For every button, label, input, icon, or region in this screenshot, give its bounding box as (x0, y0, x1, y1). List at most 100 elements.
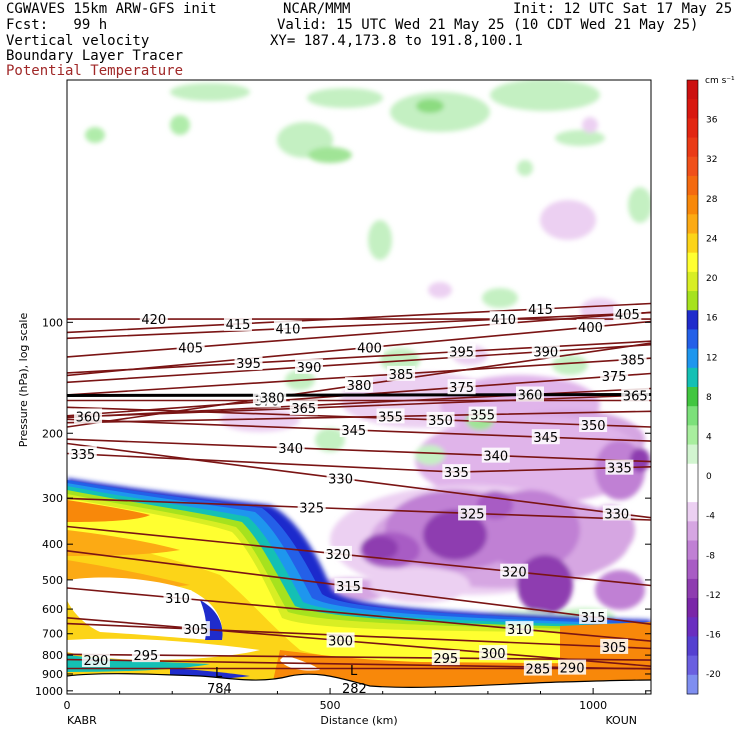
isentrope-label: 410 (491, 313, 516, 328)
colorbar-frame (686, 79, 699, 695)
isentrope-label: 380 (260, 392, 285, 407)
colorbar-swatch (687, 137, 698, 158)
isentrope-label: 375 (449, 381, 474, 396)
isentrope-label: 400 (578, 321, 603, 336)
isentrope-label-bg (223, 315, 252, 331)
colorbar-tick-label: 36 (706, 116, 718, 126)
isentrope-label-bg (326, 470, 355, 486)
isentrope-label: 350 (428, 414, 453, 429)
isentrope-label: 355 (470, 409, 495, 424)
isentrope-line (67, 525, 651, 587)
init-time: Init: 12 UTC Sat 17 May 25 (513, 1, 733, 17)
isentrope-label: 335 (70, 448, 95, 463)
isentrope-label: 405 (178, 341, 203, 356)
isentrope-label-bg (131, 647, 160, 663)
y-tick-label: 1000 (35, 685, 63, 698)
isentrope-label-bg (273, 320, 302, 336)
plot-area: 285 290 290 295 295 300 300 305 305 310 310 315 315 3… (67, 80, 651, 697)
isentrope-label-bg (576, 319, 605, 335)
isentrope-label: 365 (291, 402, 316, 417)
isentrope-label: 385 (620, 353, 645, 368)
isentrope-line (67, 418, 651, 442)
isentrope-label: 300 (481, 647, 506, 662)
isentrope-label-bg (334, 578, 363, 594)
isentrope-label: 340 (278, 442, 303, 457)
isentrope-label: 325 (299, 501, 324, 516)
colorbar-swatch (687, 502, 698, 522)
colorbar-swatch (687, 233, 698, 254)
plot-frame (66, 79, 652, 695)
x-tick-label: 1000 (579, 699, 607, 712)
isentrope-label: 415 (528, 303, 553, 318)
tropopause-line (67, 393, 651, 398)
y-tick-label: 100 (42, 316, 63, 329)
isentrope-label-bg (139, 311, 168, 327)
colorbar-swatch (687, 252, 698, 273)
isentrope-line (67, 320, 651, 377)
terrain-height-label: 282 (342, 682, 367, 697)
colorbar-swatch (687, 348, 698, 369)
x-axis-label: Distance (km) (320, 714, 397, 727)
colorbar-tick-label: -8 (706, 551, 715, 561)
isentrope-label-bg (479, 645, 508, 661)
isentrope-label: 395 (236, 357, 261, 372)
isentrope-label: 315 (336, 580, 361, 595)
isentrope-label-bg (523, 660, 552, 676)
y-tick-label: 800 (42, 649, 63, 662)
isentrope-label-bg (297, 499, 326, 515)
upper-velocity-patches (85, 80, 651, 390)
colorbar-swatch (687, 521, 698, 541)
isentrope-line (67, 550, 651, 625)
isentrope-line (67, 622, 651, 650)
isentrope-label: 365 (623, 390, 648, 405)
colorbar-swatch (687, 175, 698, 196)
x-tick-label: 500 (320, 699, 341, 712)
colorbar-tick-label: -16 (706, 631, 721, 641)
colorbar-swatch (687, 387, 698, 407)
y-tick-label: 600 (42, 603, 63, 616)
forecast-hour: Fcst: 99 h (6, 17, 108, 33)
isentrope-label: 295 (134, 649, 159, 664)
y-axis: 100 200 300 400 500 600 700 800 900 1000 (35, 316, 651, 698)
isentrope-label: 290 (84, 654, 109, 669)
x-tick-label: 0 (64, 699, 71, 712)
y-tick-label: 400 (42, 538, 63, 551)
isentrope-label-bg (234, 355, 263, 371)
isentrope-label: 315 (581, 611, 606, 626)
isentrope-line (67, 442, 651, 519)
colorbar-swatch (687, 540, 698, 561)
isentrope-label: 375 (602, 370, 627, 385)
isentrope-label-bg (605, 459, 634, 475)
colorbar-swatch (687, 156, 698, 177)
colorbar-tick-label: -4 (706, 512, 715, 522)
isentrope-label: 350 (581, 419, 606, 434)
colorbar-tick-label: 12 (706, 353, 717, 363)
colorbar: -20 -16 -12 -8 -4 0 4 8 12 16 20 24 28 32 36 (686, 79, 721, 695)
isentrope-label-bg (558, 659, 587, 675)
descent-region (220, 372, 650, 630)
isentrope-label: 330 (604, 507, 629, 522)
y-tick-label: 700 (42, 628, 63, 641)
isentrope-label-bg (526, 300, 555, 316)
y-tick-label: 900 (42, 668, 63, 681)
isentrope-line (67, 406, 651, 428)
isentrope-line (67, 497, 651, 521)
y-axis-label: Pressure (hPa), log scale (17, 313, 30, 448)
colorbar-swatch (687, 367, 698, 388)
field-potential-temperature: Potential Temperature (6, 63, 184, 79)
isentrope-label-bg (489, 311, 518, 327)
isentrope-label-bg (531, 429, 560, 445)
isentrope-label-bg (447, 343, 476, 359)
isentrope-label-bg (163, 590, 192, 606)
isentrope-label: 305 (183, 623, 208, 638)
isentrope-label-bg (505, 621, 534, 637)
colorbar-swatch (687, 271, 698, 292)
colorbar-swatch (687, 463, 698, 484)
valid-time: Valid: 15 UTC Wed 21 May 25 (10 CDT Wed … (277, 17, 699, 33)
isentrope-labels: 285 290 290 295 295 300 300 305 305 310 310 315 315 3… (68, 300, 650, 678)
colorbar-swatch (687, 329, 698, 350)
isentrope-label-bg (276, 439, 305, 455)
isentrope-label: 415 (226, 318, 251, 333)
isentrope-label: 330 (328, 472, 353, 487)
isentrope-label-bg (481, 447, 510, 463)
